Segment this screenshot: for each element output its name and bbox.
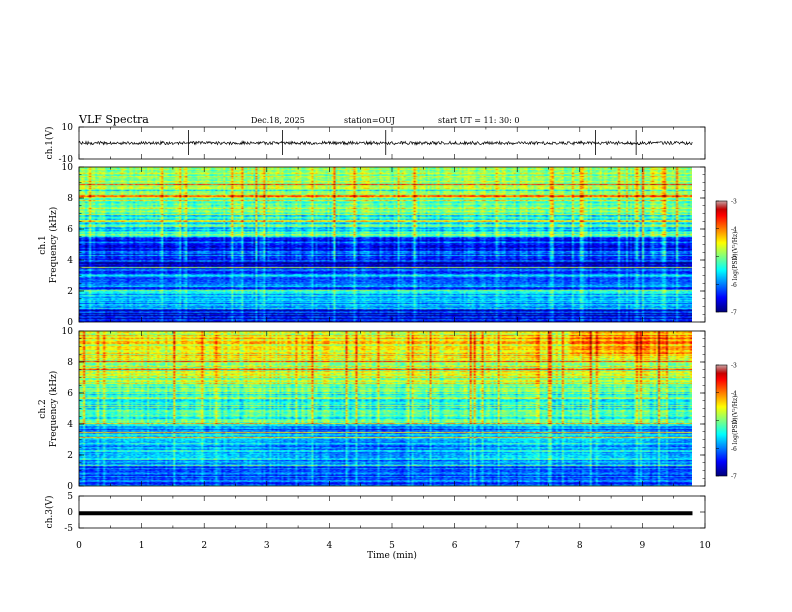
x-tick-label: 4 [327,541,333,551]
colorbar1-tick-label: -3 [731,199,737,206]
ch1-colorbar [716,201,727,312]
x-tick-label: 10 [699,541,711,551]
x-tick-label: 6 [452,541,458,551]
colorbar1-tick-label: -4 [731,226,737,233]
colorbar2-tick-label: -7 [731,474,737,481]
x-axis-label: Time (min) [367,550,417,561]
colorbar2-tick-label: -6 [731,446,737,453]
ch3-ylabel: ch.3(V) [44,496,55,529]
colorbar2-tick-label: -5 [731,418,737,425]
ch2-spectrogram-ylabel-line2: Frequency (kHz) [48,371,59,448]
ch1-waveform-ylabel: ch.1(V) [44,127,55,160]
x-tick-label: 8 [577,541,583,551]
panel1-ytick-label: 2 [67,287,73,297]
colorbar2-tick-label: -3 [731,363,737,370]
x-tick-label: 1 [139,541,145,551]
figure-title: VLF Spectra [78,113,149,126]
panel1-ytick-label: 0 [67,318,73,328]
panel2-ytick-label: 2 [67,451,73,461]
panel0-ytick-label: -10 [59,155,74,165]
panel1-ytick-label: 8 [67,194,73,204]
panel3-ytick-label: 0 [67,508,73,518]
ch1-spectrogram-ylabel-line1: ch.1 [38,235,48,254]
ch1-spectrogram-ylabel-line2: Frequency (kHz) [48,207,59,284]
colorbar2-tick-label: -4 [731,390,737,397]
ch2-colorbar [716,365,727,476]
panel1-ytick-label: 6 [67,225,73,235]
panel1-ytick-label: 10 [62,163,74,173]
panel2-ytick-label: 4 [67,420,73,430]
colorbar1-tick-label: -6 [731,282,737,289]
figure-date: Dec.18, 2025 [251,116,305,125]
ch1-spectrogram-image [79,167,692,322]
figure-start-time: start UT = 11: 30: 0 [438,116,519,125]
x-tick-label: 7 [514,541,520,551]
colorbar1-tick-label: -7 [731,310,737,317]
panel2-ytick-label: 10 [62,327,74,337]
x-tick-label: 9 [640,541,646,551]
figure-station: station=OUJ [344,116,395,125]
colorbar1-tick-label: -5 [731,254,737,261]
panel2-ytick-label: 6 [67,389,73,399]
x-tick-label: 0 [76,541,82,551]
panel3-ytick-label: -5 [64,524,73,534]
x-tick-label: 3 [264,541,270,551]
panel2-ytick-label: 0 [67,482,73,492]
panel0-ytick-label: 10 [62,123,74,133]
x-tick-label: 5 [389,541,395,551]
x-tick-label: 2 [201,541,207,551]
panel3-ytick-label: 5 [67,492,73,502]
ch2-spectrogram-ylabel-line1: ch.2 [38,399,48,418]
ch1-waveform-trace [78,140,693,146]
panel2-ytick-label: 8 [67,358,73,368]
ch2-spectrogram-image [79,331,692,486]
ch1-colorbar-label: log(PSD)(V²/Hz) [732,232,739,281]
panel1-ytick-label: 4 [67,256,73,266]
ch2-colorbar-label: log(PSD)(V²/Hz) [732,396,739,445]
